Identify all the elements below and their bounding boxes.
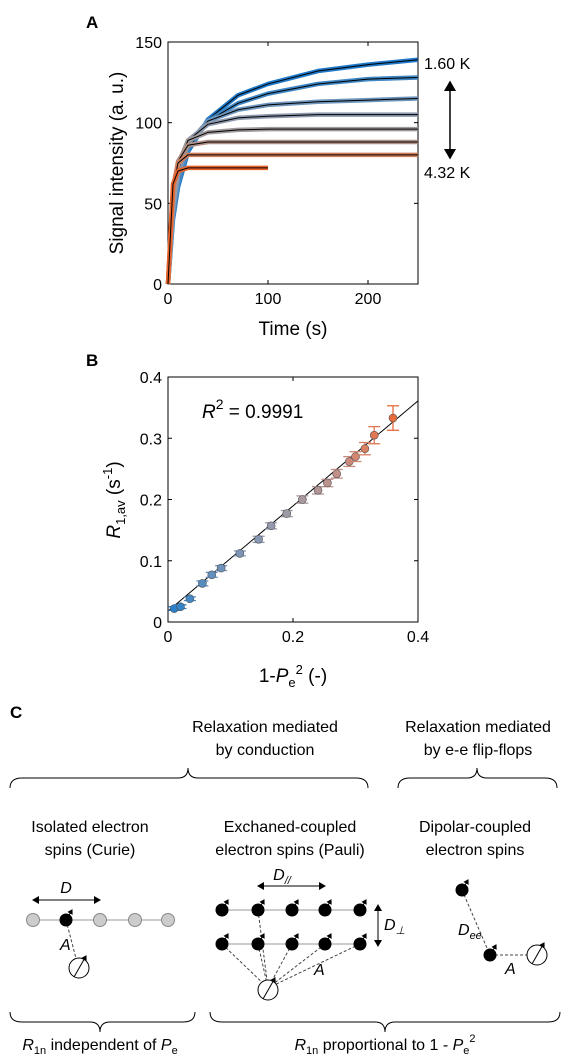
spin (161, 913, 175, 927)
point (176, 602, 185, 611)
point (388, 413, 398, 423)
series-line (165, 126, 418, 285)
annotation: R2 = 0.9991 (202, 396, 303, 423)
label: Dee (458, 922, 482, 942)
y-tick-label: 0 (153, 615, 162, 632)
heading: electron spins (426, 842, 525, 859)
y-axis-label: R1,av (s-1) (100, 461, 128, 538)
x-tick-label: 0.2 (282, 629, 304, 646)
conclusion: R1n independent of Pe (22, 1037, 177, 1056)
heading: by e-e flip-flops (424, 742, 533, 759)
y-axis-label: Signal intensity (a. u.) (107, 72, 128, 255)
point (207, 570, 217, 580)
diagram: C Relaxation mediated by conduction Rela… (9, 703, 561, 1056)
label: D (60, 880, 72, 897)
x-axis-label: Time (s) (259, 319, 328, 340)
x-tick-label: 0 (164, 291, 173, 308)
spin-arrows (219, 899, 367, 949)
y-tick-label: 0.2 (140, 493, 162, 510)
point (313, 486, 323, 495)
spin-arrow (459, 879, 469, 895)
point (185, 594, 195, 604)
series-line (165, 57, 419, 285)
series-line (165, 75, 419, 285)
fit-line (167, 167, 268, 285)
fit-line (167, 59, 419, 285)
y-tick-label: 150 (135, 35, 162, 52)
spin-arrow (63, 909, 73, 925)
point (254, 535, 263, 544)
spin (26, 913, 40, 927)
y-tick-label: 0.3 (140, 431, 162, 448)
point (266, 521, 276, 531)
panel-label: B (86, 351, 98, 370)
point (298, 495, 307, 504)
series-line (165, 165, 268, 285)
annotation: 4.32 K (424, 165, 471, 182)
label: A (504, 961, 516, 978)
fit-line (167, 154, 418, 285)
point (198, 579, 207, 588)
point (351, 452, 360, 461)
brace (397, 767, 558, 789)
label: D⊥ (384, 917, 405, 937)
point (332, 469, 342, 479)
electron-spins (215, 903, 367, 951)
fit-line (167, 400, 419, 612)
y-tick-label: 100 (135, 116, 162, 133)
heading: Exchaned-coupled (224, 819, 357, 836)
heading: electron spins (Pauli) (215, 842, 364, 859)
point (360, 444, 370, 453)
panel-label: A (86, 13, 98, 32)
label: D// (273, 867, 292, 887)
point (235, 549, 245, 558)
y-tick-label: 0.1 (140, 554, 162, 571)
point (323, 478, 332, 488)
series-line (165, 152, 418, 285)
heading: by conduction (216, 742, 315, 759)
brace (209, 1011, 561, 1033)
spin (93, 913, 107, 927)
heading: spins (Curie) (45, 842, 136, 859)
spin-arrow (531, 942, 545, 965)
point (282, 509, 292, 518)
fit-line (167, 141, 418, 285)
x-tick-label: 0.4 (407, 629, 429, 646)
x-tick-label: 0 (164, 629, 173, 646)
x-tick-label: 100 (255, 291, 282, 308)
spin-arrow (262, 977, 276, 1000)
panel-label: C (10, 703, 22, 722)
conclusion: R1n proportional to 1 - Pe2 (294, 1033, 475, 1056)
coupling (461, 889, 491, 956)
heading: Relaxation mediated (405, 719, 551, 736)
y-tick-label: 0 (153, 277, 162, 294)
plot-frame (167, 41, 419, 285)
y-tick-label: 0.4 (140, 370, 162, 387)
label: A (59, 937, 71, 954)
coupling (65, 919, 79, 967)
brace (9, 1011, 196, 1033)
fit-line (167, 128, 418, 285)
heading: Relaxation mediated (192, 719, 338, 736)
annotation: 1.60 K (424, 56, 471, 73)
spin-arrow (487, 944, 497, 960)
y-tick-label: 50 (144, 196, 162, 213)
fit-line (167, 76, 419, 285)
label: A (313, 962, 325, 979)
x-axis-label: 1-Pe2 (-) (259, 662, 327, 690)
x-tick-label: 200 (355, 291, 382, 308)
heading: Isolated electron (31, 819, 148, 836)
spin (128, 913, 142, 927)
brace (9, 767, 369, 789)
series-line (165, 139, 418, 285)
spin-arrow (73, 955, 87, 978)
heading: Dipolar-coupled (419, 819, 531, 836)
point (216, 563, 226, 573)
point (369, 430, 379, 440)
